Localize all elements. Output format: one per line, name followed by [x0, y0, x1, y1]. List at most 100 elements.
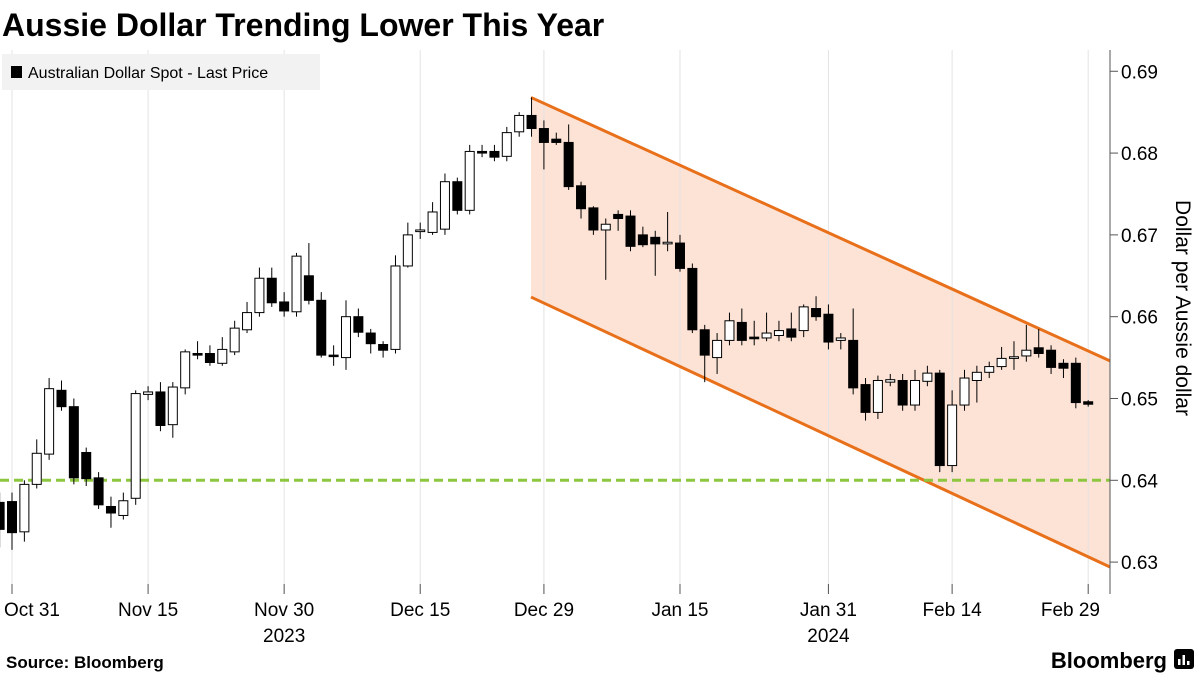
candle-body: [835, 337, 846, 341]
candle-body: [650, 236, 661, 245]
x-tick-label: Nov 30: [254, 600, 314, 621]
candle-body: [254, 277, 265, 314]
candle-body: [823, 313, 834, 343]
candle-body: [872, 379, 883, 413]
x-tick-label: Feb 14: [923, 600, 983, 621]
candle-body: [1046, 349, 1057, 368]
candle-body: [242, 312, 253, 331]
candle-body: [415, 229, 426, 233]
candle-body: [44, 388, 55, 455]
candle-body: [1008, 356, 1019, 359]
candle-body: [860, 384, 871, 413]
candle-body: [613, 213, 624, 220]
candle-body: [514, 114, 525, 133]
candle-body: [192, 352, 203, 356]
x-tick-label: Nov 15: [118, 600, 178, 621]
candle-body: [1021, 349, 1032, 357]
y-tick-label: 0.67: [1121, 226, 1158, 247]
y-tick-label: 0.68: [1121, 144, 1158, 165]
candle-body: [427, 211, 438, 233]
legend-swatch: [11, 66, 22, 78]
candle-body: [402, 234, 413, 267]
candle-body: [1070, 362, 1081, 404]
candle-body: [167, 386, 178, 426]
brand-logo: Bloomberg: [1051, 648, 1167, 673]
candle-body: [68, 406, 79, 479]
candle-body: [0, 501, 5, 530]
candle-body: [130, 393, 141, 499]
candle-body: [588, 207, 599, 231]
candle-body: [687, 267, 698, 331]
candle-body: [1033, 347, 1044, 354]
candle-body: [563, 141, 574, 188]
candle-body: [7, 501, 18, 534]
candle-body: [971, 371, 982, 381]
candle-body: [266, 277, 277, 304]
candle-body: [674, 242, 685, 269]
candle-body: [699, 329, 710, 356]
candle-body: [662, 241, 673, 245]
candle-body: [464, 150, 475, 211]
candle-body: [848, 339, 859, 389]
brand-icon-bar: [1182, 655, 1185, 665]
candle-body: [143, 391, 154, 395]
y-tick-label: 0.63: [1121, 553, 1158, 574]
candle-body: [180, 351, 191, 389]
candle-body: [1083, 401, 1094, 405]
candle-body: [439, 181, 450, 230]
legend-label: Australian Dollar Spot - Last Price: [28, 65, 268, 82]
candle-body: [291, 255, 302, 313]
candle-body: [452, 181, 463, 211]
candle-body: [390, 265, 401, 350]
candle-body: [736, 321, 747, 341]
candle-body: [93, 477, 104, 506]
y-axis-label: Dollar per Aussie dollar: [1171, 200, 1194, 416]
candle-body: [118, 500, 129, 516]
x-tick-label: Dec 29: [514, 600, 574, 621]
candle-body: [204, 352, 215, 363]
candle-body: [600, 223, 611, 231]
candle-body: [155, 391, 166, 426]
candle-body: [786, 328, 797, 338]
candle-body: [316, 299, 327, 356]
candle-body: [947, 404, 958, 467]
candle-body: [798, 306, 809, 332]
candle-body: [81, 451, 92, 480]
candle-body: [910, 379, 921, 406]
candle-body: [773, 330, 784, 336]
candle-body: [996, 357, 1007, 368]
candle-body: [378, 343, 389, 351]
candle-body: [712, 339, 723, 359]
candle-body: [340, 316, 351, 359]
candle-body: [489, 150, 500, 158]
x-tick-label: Jan 31: [800, 600, 857, 621]
brand-icon-bar: [1187, 661, 1190, 665]
candle-body: [897, 379, 908, 406]
x-tick-label: Feb 29: [1041, 600, 1100, 621]
candle-body: [105, 505, 116, 514]
source-note: Source: Bloomberg: [6, 653, 164, 672]
candle-body: [353, 316, 364, 333]
y-tick-label: 0.65: [1121, 389, 1158, 410]
legend-box: [2, 54, 320, 90]
y-tick-label: 0.66: [1121, 308, 1158, 329]
chart-title: Aussie Dollar Trending Lower This Year: [2, 7, 604, 43]
candle-body: [984, 366, 995, 373]
candle-body: [501, 132, 512, 157]
candle-body: [885, 379, 896, 383]
channel-lower: [530, 295, 1111, 569]
candle-body: [811, 308, 822, 318]
candle-body: [625, 215, 636, 247]
candle-body: [365, 332, 376, 345]
candle-body: [1058, 362, 1069, 369]
candle-body: [279, 301, 290, 312]
candle-body: [303, 275, 314, 301]
channel-upper: [530, 96, 1111, 363]
candle-body: [229, 327, 240, 353]
channel-fill: [531, 97, 1110, 568]
x-tick-label: Dec 15: [390, 600, 450, 621]
candle-body: [526, 114, 537, 130]
x-year-label: 2023: [263, 626, 305, 647]
